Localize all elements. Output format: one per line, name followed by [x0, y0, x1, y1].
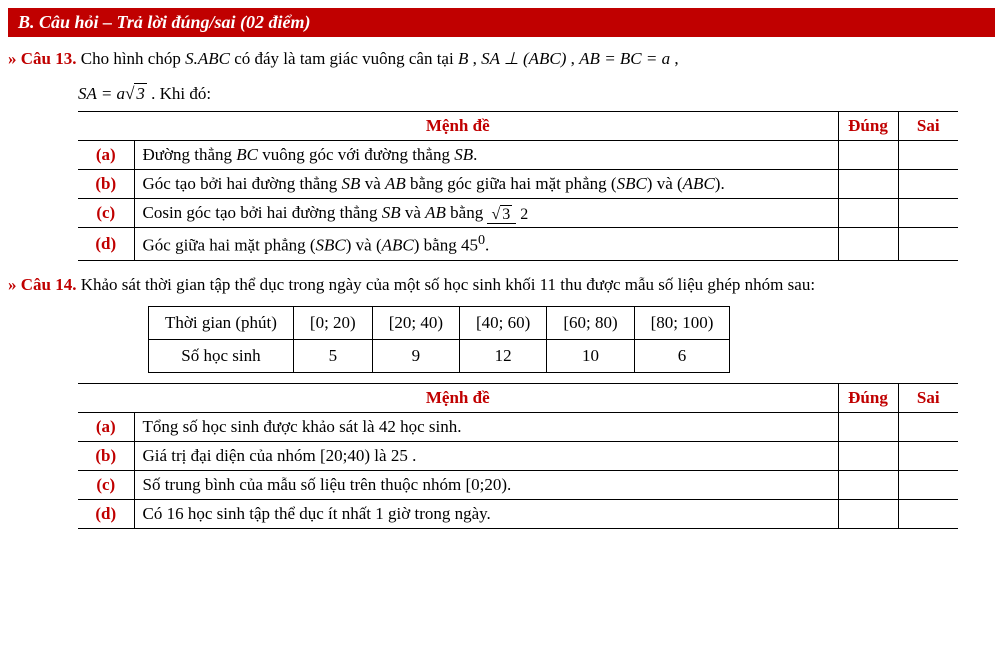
q14-a-dung[interactable]	[838, 413, 898, 442]
q14-dt-cnt-4: 6	[634, 340, 730, 373]
q13-a-label: (a)	[78, 141, 134, 170]
q14-row-b: (b) Giá trị đại diện của nhóm [20;40) là…	[78, 442, 958, 471]
q13-line1: » Câu 13. Cho hình chóp S.ABC có đáy là …	[8, 45, 995, 72]
q13-c-stmt: Cosin góc tạo bởi hai đường thẳng SB và …	[134, 199, 838, 228]
q13-text-2: có đáy là tam giác vuông cân tại	[234, 49, 458, 68]
q13-sa-perp: SA ⊥ (ABC)	[481, 49, 566, 68]
q14-row-d: (d) Có 16 học sinh tập thể dục ít nhất 1…	[78, 500, 958, 529]
q14-c-sai[interactable]	[898, 471, 958, 500]
q13-row-b: (b) Góc tạo bởi hai đường thẳng SB và AB…	[78, 170, 958, 199]
q13-c-sai[interactable]	[898, 199, 958, 228]
q14-dt-int-4: [80; 100)	[634, 307, 730, 340]
q14-label: » Câu 14.	[8, 275, 76, 294]
q14-b-dung[interactable]	[838, 442, 898, 471]
q13-d-dung[interactable]	[838, 228, 898, 261]
q13-text-1: Cho hình chóp	[81, 49, 185, 68]
q13-th-sai: Sai	[898, 112, 958, 141]
q13-c-dung[interactable]	[838, 199, 898, 228]
q14-b-label: (b)	[78, 442, 134, 471]
q14-d-stmt: Có 16 học sinh tập thể dục ít nhất 1 giờ…	[134, 500, 838, 529]
q13-table: Mệnh đề Đúng Sai (a) Đường thẳng BC vuôn…	[78, 111, 958, 261]
q13-d-label: (d)	[78, 228, 134, 261]
q13-row-c: (c) Cosin góc tạo bởi hai đường thẳng SB…	[78, 199, 958, 228]
q14-dt-int-1: [20; 40)	[372, 307, 459, 340]
q13-th-dung: Đúng	[838, 112, 898, 141]
q14-th-sai: Sai	[898, 384, 958, 413]
q13-b-dung[interactable]	[838, 170, 898, 199]
q14-a-stmt: Tổng số học sinh được khảo sát là 42 học…	[134, 413, 838, 442]
q14-d-dung[interactable]	[838, 500, 898, 529]
q13-pointB: B	[458, 49, 468, 68]
q14-th-dung: Đúng	[838, 384, 898, 413]
q13-d-stmt: Góc giữa hai mặt phẳng (SBC) và (ABC) bằ…	[134, 228, 838, 261]
q14-dt-cnt-2: 12	[460, 340, 547, 373]
q13-comma1: ,	[473, 49, 482, 68]
q14-th-menhde: Mệnh đề	[78, 384, 838, 413]
q13-line2-suffix: . Khi đó:	[151, 84, 211, 103]
q13-row-a: (a) Đường thẳng BC vuông góc với đường t…	[78, 141, 958, 170]
q13-sqrt3: 3	[134, 83, 147, 103]
q13-a-sai[interactable]	[898, 141, 958, 170]
q14-dt-int-2: [40; 60)	[460, 307, 547, 340]
q14-b-stmt: Giá trị đại diện của nhóm [20;40) là 25 …	[134, 442, 838, 471]
section-header: B. Câu hỏi – Trả lời đúng/sai (02 điểm)	[8, 8, 995, 37]
q14-row-c: (c) Số trung bình của mẫu số liệu trên t…	[78, 471, 958, 500]
q14-dt-int-0: [0; 20)	[293, 307, 372, 340]
q13-sqrt-sym: √	[125, 84, 134, 103]
q13-a-dung[interactable]	[838, 141, 898, 170]
q13-b-label: (b)	[78, 170, 134, 199]
q14-a-label: (a)	[78, 413, 134, 442]
q14-intro-text: Khảo sát thời gian tập thể dục trong ngà…	[81, 275, 815, 294]
q13-d-sai[interactable]	[898, 228, 958, 261]
q13-sa-eq: SA = a	[78, 84, 125, 103]
q14-c-stmt: Số trung bình của mẫu số liệu trên thuộc…	[134, 471, 838, 500]
q14-table: Mệnh đề Đúng Sai (a) Tổng số học sinh đư…	[78, 383, 958, 529]
q14-dt-cnt-1: 9	[372, 340, 459, 373]
q14-dt-r1-label: Thời gian (phút)	[149, 307, 294, 340]
q13-ab-bc: AB = BC = a	[579, 49, 670, 68]
q13-b-sai[interactable]	[898, 170, 958, 199]
q14-dt-cnt-0: 5	[293, 340, 372, 373]
q13-sabc: S.ABC	[185, 49, 230, 68]
q14-d-sai[interactable]	[898, 500, 958, 529]
q13-comma3: ,	[674, 49, 678, 68]
q14-d-label: (d)	[78, 500, 134, 529]
q13-line2: SA = a√3 . Khi đó:	[78, 80, 995, 107]
q14-dt-int-3: [60; 80)	[547, 307, 634, 340]
q14-dt-r2-label: Số học sinh	[149, 340, 294, 373]
q14-c-label: (c)	[78, 471, 134, 500]
q14-dt-cnt-3: 10	[547, 340, 634, 373]
q14-a-sai[interactable]	[898, 413, 958, 442]
q14-c-dung[interactable]	[838, 471, 898, 500]
q13-row-d: (d) Góc giữa hai mặt phẳng (SBC) và (ABC…	[78, 228, 958, 261]
q13-label: » Câu 13.	[8, 49, 76, 68]
q13-a-stmt: Đường thẳng BC vuông góc với đường thẳng…	[134, 141, 838, 170]
q13-c-label: (c)	[78, 199, 134, 228]
q13-th-menhde: Mệnh đề	[78, 112, 838, 141]
q14-intro: » Câu 14. Khảo sát thời gian tập thể dục…	[8, 271, 995, 298]
q14-row-a: (a) Tổng số học sinh được khảo sát là 42…	[78, 413, 958, 442]
q13-b-stmt: Góc tạo bởi hai đường thẳng SB và AB bằn…	[134, 170, 838, 199]
q14-b-sai[interactable]	[898, 442, 958, 471]
q13-comma2: ,	[571, 49, 580, 68]
section-header-text: B. Câu hỏi – Trả lời đúng/sai (02 điểm)	[18, 12, 311, 32]
q14-data-table: Thời gian (phút) [0; 20) [20; 40) [40; 6…	[148, 306, 730, 373]
